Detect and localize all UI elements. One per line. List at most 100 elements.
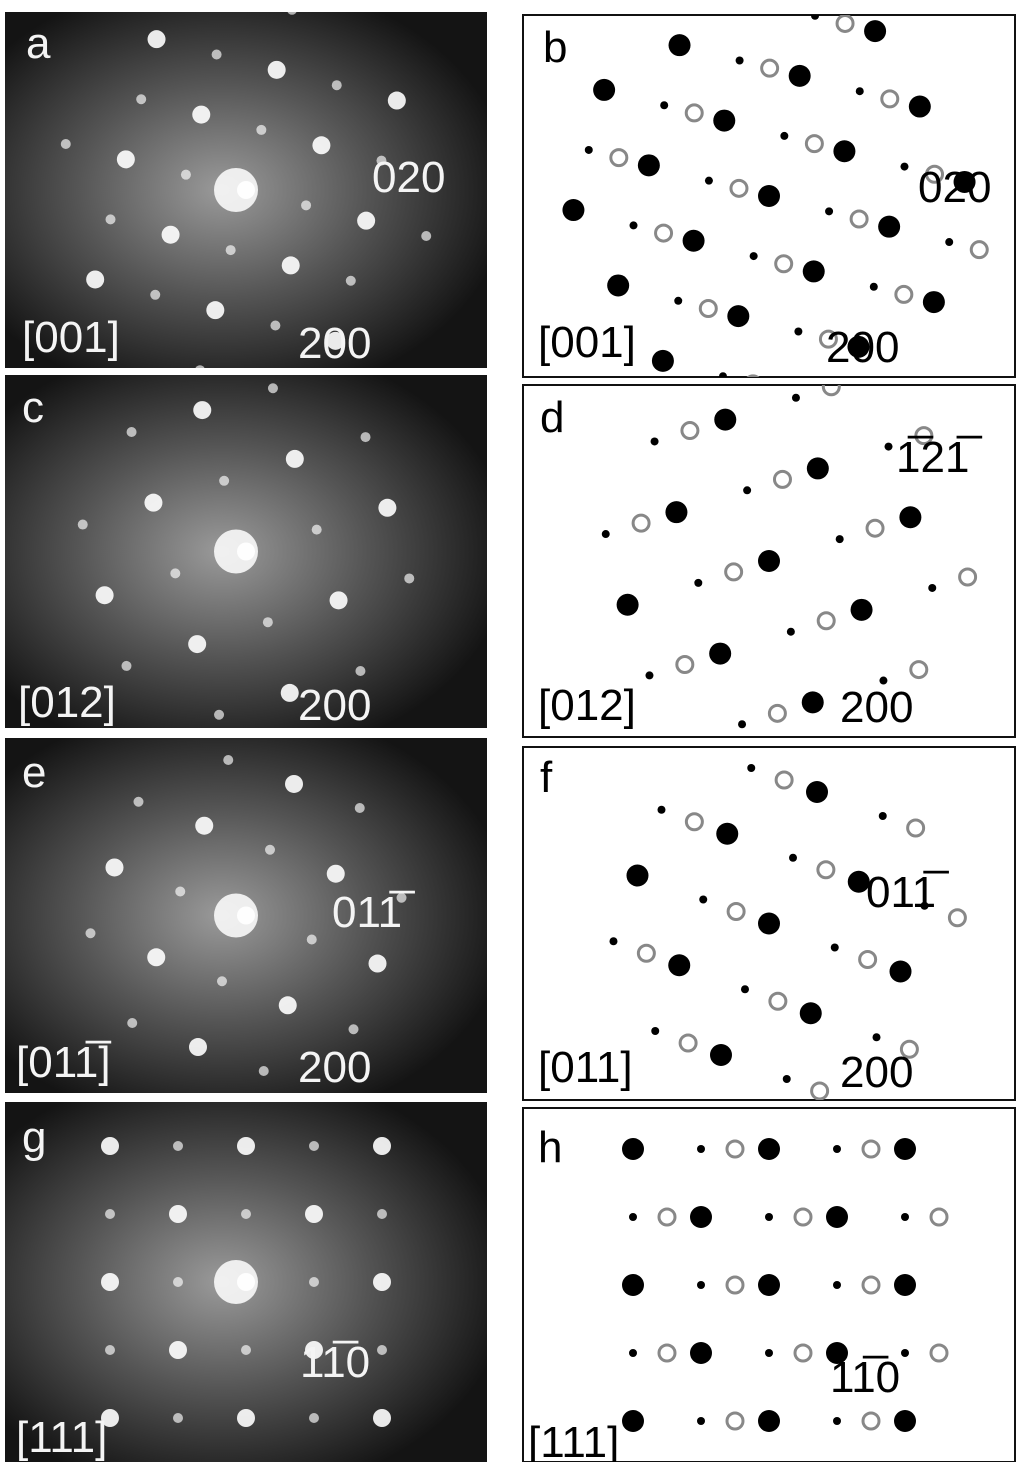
- lattice-spot: [607, 274, 630, 297]
- lattice-spot: [626, 864, 649, 887]
- satellite-ring: [654, 223, 674, 243]
- lattice-spot: [718, 372, 727, 377]
- lattice-spot: [894, 1274, 916, 1296]
- lattice-spot: [901, 1349, 909, 1357]
- lattice-spot: [709, 642, 732, 665]
- lattice-spot: [738, 720, 747, 729]
- lattice-spot: [690, 1206, 712, 1228]
- lattice-spot: [637, 154, 660, 177]
- satellite-ring: [774, 254, 794, 274]
- zone-axis: [111]: [528, 1418, 619, 1462]
- lattice-spot: [847, 335, 870, 358]
- diffraction-spot: [206, 301, 225, 320]
- zone-axis: [012]: [538, 681, 636, 730]
- lattice-spot: [622, 1138, 644, 1160]
- satellite-ring: [684, 103, 704, 123]
- satellite-ring: [793, 1207, 813, 1227]
- lattice-spot: [894, 1138, 916, 1160]
- panel-letter: d: [540, 393, 564, 442]
- satellite-ring: [914, 426, 934, 446]
- satellite-ring: [909, 660, 929, 680]
- diffraction-spot: [188, 635, 207, 654]
- lattice-spot: [850, 598, 873, 621]
- lattice-spot: [665, 501, 688, 524]
- panel: d [012] 1̅21̅ 200: [522, 384, 1016, 738]
- diffraction-spot: [126, 426, 137, 437]
- lattice-spot: [826, 1206, 848, 1228]
- panel-letter: b: [543, 23, 567, 72]
- lattice-spot: [855, 87, 864, 96]
- lattice-spot: [833, 1417, 841, 1425]
- lattice-spot: [694, 578, 703, 587]
- lattice-spot: [690, 1342, 712, 1364]
- lattice-spot: [878, 811, 887, 820]
- diffraction-spot: [305, 1205, 323, 1223]
- diffraction-spot: [377, 1209, 387, 1219]
- zone-axis: [011]: [538, 1043, 633, 1092]
- satellite-ring: [774, 770, 794, 790]
- diffraction-spot: [348, 1024, 359, 1035]
- diffraction-spot: [101, 1137, 119, 1155]
- lattice-spot: [788, 64, 811, 87]
- diffraction-spot: [192, 105, 211, 124]
- satellite-ring: [929, 1343, 949, 1363]
- diffraction-spot: [237, 1409, 255, 1427]
- lattice-spot: [782, 1075, 791, 1084]
- diffraction-spot: [373, 1273, 391, 1291]
- lattice-spot: [601, 530, 610, 539]
- lattice-spot: [802, 260, 825, 283]
- diffraction-spot: [105, 858, 124, 877]
- diffraction-spot: [188, 1038, 207, 1057]
- diffraction-spot: [354, 802, 365, 813]
- lattice-spot: [945, 238, 954, 247]
- lattice-spot: [716, 822, 739, 845]
- lattice-spot: [629, 1213, 637, 1221]
- lattice-spot: [879, 676, 888, 685]
- diffraction-spot: [309, 1413, 319, 1423]
- satellite-ring: [810, 1081, 830, 1100]
- reflection-label: 1̅21̅: [896, 433, 982, 482]
- diffraction-spot: [237, 1137, 255, 1155]
- satellite-ring: [880, 89, 900, 109]
- diffraction-spot: [285, 774, 304, 793]
- satellite-ring: [894, 284, 914, 304]
- diffraction-spot: [281, 256, 300, 275]
- diffraction-spot: [265, 844, 276, 855]
- diffraction-spot: [195, 365, 205, 368]
- lattice-spot: [714, 408, 737, 431]
- lattice-spot: [806, 780, 829, 803]
- diffraction-spot: [331, 80, 342, 91]
- satellite-ring: [725, 1411, 745, 1431]
- diffraction-spot: [169, 1205, 187, 1223]
- diffraction-spot: [173, 1141, 183, 1151]
- lattice-spot: [735, 56, 744, 65]
- lattice-spot: [899, 506, 922, 529]
- lattice-spot: [651, 349, 674, 372]
- diffraction-spot: [326, 331, 345, 350]
- zone-axis: [001]: [22, 313, 120, 362]
- diffraction-spot: [267, 383, 278, 394]
- satellite-ring: [821, 385, 841, 397]
- lattice-spot: [889, 960, 912, 983]
- panel-letter: c: [22, 383, 44, 432]
- diffraction-spot: [133, 796, 144, 807]
- satellite-ring: [698, 298, 718, 318]
- lattice-spot: [758, 1274, 780, 1296]
- lattice-spot: [616, 593, 639, 616]
- lattice-spot: [744, 0, 766, 11]
- reflection-label: 200: [826, 323, 899, 372]
- lattice-spot: [668, 954, 691, 977]
- lattice-spot: [765, 1213, 773, 1221]
- lattice-spot: [668, 34, 691, 57]
- satellite-ring: [865, 518, 885, 538]
- lattice-spot: [833, 1145, 841, 1153]
- diffraction-spot: [306, 934, 317, 945]
- lattice-spot: [645, 671, 654, 680]
- diffraction-spot: [105, 1209, 115, 1219]
- lattice-spot: [758, 185, 780, 207]
- satellite-ring: [849, 209, 869, 229]
- lattice-spot: [825, 207, 834, 216]
- zone-axis: [012]: [18, 678, 116, 727]
- zone-axis: [111]: [16, 1413, 107, 1462]
- diffraction-spot: [329, 591, 348, 610]
